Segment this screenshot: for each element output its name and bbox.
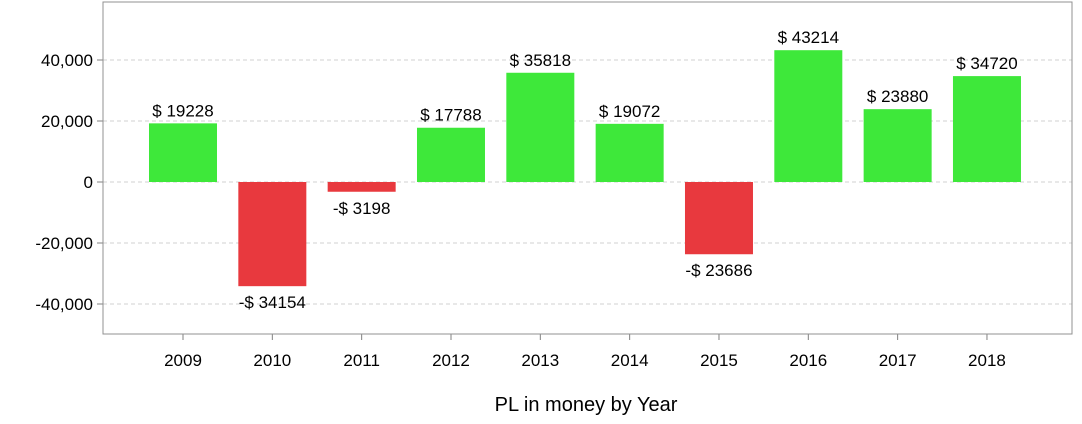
data-label-2010: -$ 34154 bbox=[239, 293, 306, 312]
axes: 40,000 20,000 0 -20,000 -40,000 2009 2010 2011 2… bbox=[35, 1, 1073, 370]
bar-2012 bbox=[416, 127, 485, 182]
bar-2009 bbox=[149, 123, 217, 182]
x-tick-label: 2018 bbox=[968, 351, 1006, 370]
y-tick-label: -40,000 bbox=[35, 295, 93, 314]
x-tick-label: 2016 bbox=[789, 351, 827, 370]
bar-2014 bbox=[595, 123, 664, 182]
data-labels: $ 19228 -$ 34154 -$ 3198 $ 17788 $ 35818 $ 19… bbox=[152, 28, 1017, 312]
bar-2010 bbox=[238, 182, 307, 287]
x-tick-label: 2014 bbox=[611, 351, 649, 370]
x-tick-label: 2015 bbox=[700, 351, 738, 370]
bar-2011 bbox=[327, 182, 396, 192]
x-tick-label: 2013 bbox=[521, 351, 559, 370]
x-tick-label: 2010 bbox=[253, 351, 291, 370]
bar-2017 bbox=[863, 109, 932, 182]
data-label-2016: $ 43214 bbox=[778, 28, 839, 47]
y-tick-label: 20,000 bbox=[41, 112, 93, 131]
data-label-2012: $ 17788 bbox=[420, 106, 481, 125]
x-axis-title: PL in money by Year bbox=[495, 394, 678, 416]
bars bbox=[149, 50, 1021, 287]
x-tick-label: 2011 bbox=[343, 351, 380, 370]
x-tick-label: 2009 bbox=[164, 351, 202, 370]
y-tick-label: 0 bbox=[84, 173, 93, 192]
data-label-2009: $ 19228 bbox=[152, 101, 213, 120]
bar-2015 bbox=[684, 182, 753, 255]
data-label-2017: $ 23880 bbox=[867, 87, 928, 106]
data-label-2014: $ 19072 bbox=[599, 102, 660, 121]
x-tick-label: 2012 bbox=[432, 351, 470, 370]
y-tick-label: 40,000 bbox=[41, 51, 93, 70]
bar-2016 bbox=[774, 50, 843, 183]
plot-frame bbox=[102, 1, 1073, 335]
x-tick-label: 2017 bbox=[879, 351, 917, 370]
data-label-2015: -$ 23686 bbox=[685, 261, 752, 280]
y-tick-label: -20,000 bbox=[35, 234, 93, 253]
data-label-2013: $ 35818 bbox=[510, 51, 571, 70]
bar-2013 bbox=[506, 72, 575, 182]
data-label-2018: $ 34720 bbox=[956, 54, 1017, 73]
data-label-2011: -$ 3198 bbox=[333, 199, 391, 218]
bar-2018 bbox=[952, 76, 1021, 182]
